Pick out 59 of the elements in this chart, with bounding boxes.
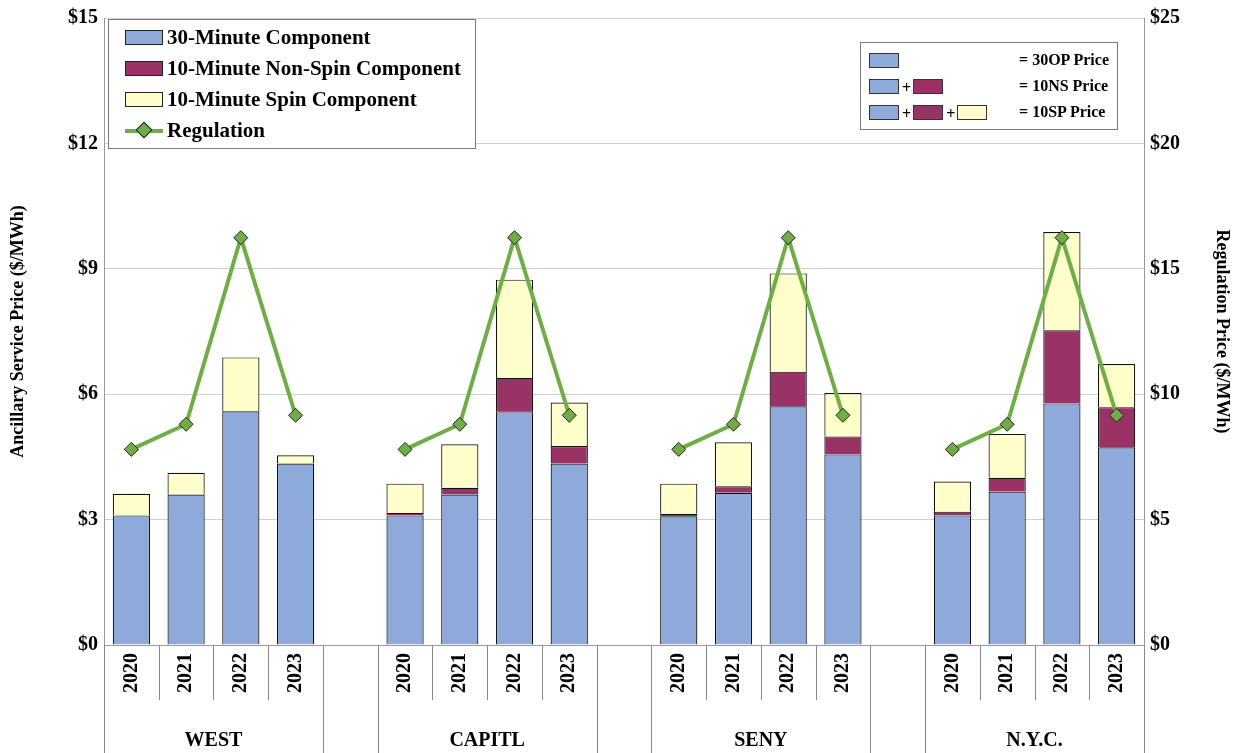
x-tick-label: 2020 [392,653,415,693]
legend-label: Regulation [167,118,266,143]
y2-axis-title: Regulation Price ($/MWh) [1211,229,1233,434]
point [561,407,577,423]
x-tick-label: 2021 [720,653,743,693]
point [671,441,687,457]
annotation: = 30OP Price [1019,51,1109,69]
y-axis-title: Ancillary Service Price ($/MWh) [7,205,29,458]
point [999,416,1015,432]
point [288,407,304,423]
y2-tick-label: $5 [1150,506,1170,529]
point [780,230,796,246]
y-tick-label: $15 [68,5,98,28]
x-tick-label: 2021 [994,653,1017,693]
x-tick-label: 2021 [173,653,196,693]
y-tick-label: $6 [78,381,98,404]
text: WEST [184,728,244,751]
text: SENY [734,728,789,751]
x-tick-label: 2023 [1103,653,1126,693]
y-tick-label: $12 [68,130,98,153]
x-tick-label: 2023 [282,653,305,693]
x-tick-label: 2023 [830,653,853,693]
legend-label: 30-Minute Component [167,25,371,50]
point [1109,407,1125,423]
point [1054,230,1070,246]
y2-tick-label: $20 [1150,130,1180,153]
y2-tick-label: $25 [1150,5,1180,28]
text: CAPITL [449,728,525,751]
x-tick-label: 2022 [228,653,251,693]
point [233,230,249,246]
x-tick-label: 2022 [501,653,524,693]
y-tick-label: $9 [78,255,98,278]
point [452,416,468,432]
y2-tick-label: $15 [1150,255,1180,278]
y2-tick-label: $0 [1150,632,1170,655]
x-tick-label: 2022 [1049,653,1072,693]
text: + [946,105,956,122]
point [178,416,194,432]
y-tick-label: $0 [78,632,98,655]
y-tick-label: $3 [78,506,98,529]
legend-label: 10-Minute Non-Spin Component [167,56,462,81]
text: N.Y.C. [1006,728,1063,751]
point [397,441,413,457]
point [944,441,960,457]
annotation: + [902,79,912,97]
point [507,230,523,246]
legend-label: 10-Minute Spin Component [167,87,417,112]
x-tick-label: 2022 [775,653,798,693]
point [123,441,139,457]
text: + [902,105,912,122]
x-tick-label: 2021 [446,653,469,693]
annotation: = 10SP Price [1019,103,1106,121]
x-tick-label: 2020 [939,653,962,693]
annotation: = 10NS Price [1019,77,1109,95]
point [725,416,741,432]
x-tick-label: 2020 [118,653,141,693]
x-tick-label: 2020 [665,653,688,693]
x-tick-label: 2023 [556,653,579,693]
y2-tick-label: $10 [1150,381,1180,404]
